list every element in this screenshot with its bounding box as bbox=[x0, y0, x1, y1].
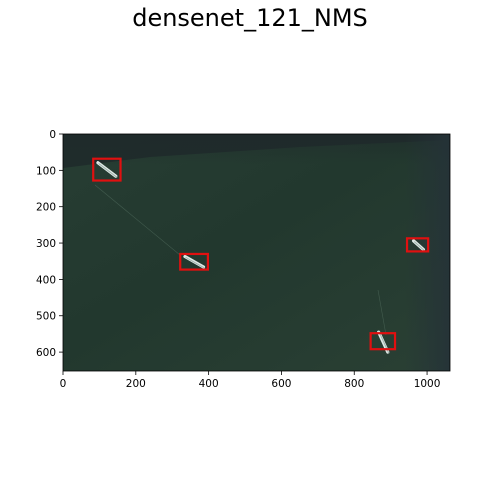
x-tick-label: 200 bbox=[126, 378, 146, 390]
figure-title: densenet_121_NMS bbox=[132, 4, 368, 32]
y-tick-label: 200 bbox=[36, 202, 56, 214]
detection-box-3 bbox=[405, 237, 430, 253]
y-tick-label: 600 bbox=[36, 347, 56, 359]
detection-box-2 bbox=[179, 252, 209, 271]
x-tick-label: 800 bbox=[344, 378, 364, 390]
y-tick-label: 100 bbox=[36, 165, 56, 177]
x-tick-label: 600 bbox=[271, 378, 291, 390]
y-tick-label: 300 bbox=[36, 238, 56, 250]
y-tick-label: 0 bbox=[49, 129, 56, 141]
detection-box-4 bbox=[369, 332, 397, 351]
x-tick-label: 0 bbox=[60, 378, 67, 390]
x-axis: 0 200 400 600 800 1000 bbox=[60, 371, 441, 390]
vessel-shadow-2 bbox=[185, 256, 206, 269]
satellite-image bbox=[63, 134, 450, 371]
axes-frame bbox=[62, 133, 451, 372]
x-tick-label: 1000 bbox=[414, 378, 441, 390]
vessel-shadow-3 bbox=[414, 241, 425, 252]
vessel-shadow-1 bbox=[98, 163, 118, 178]
detection-boxes bbox=[92, 157, 430, 351]
x-tick-label: 400 bbox=[199, 378, 219, 390]
y-axis: 0 100 200 300 400 500 600 bbox=[36, 129, 63, 359]
y-tick-label: 400 bbox=[36, 274, 56, 286]
detection-box-1 bbox=[92, 157, 122, 182]
y-tick-label: 500 bbox=[36, 311, 56, 323]
